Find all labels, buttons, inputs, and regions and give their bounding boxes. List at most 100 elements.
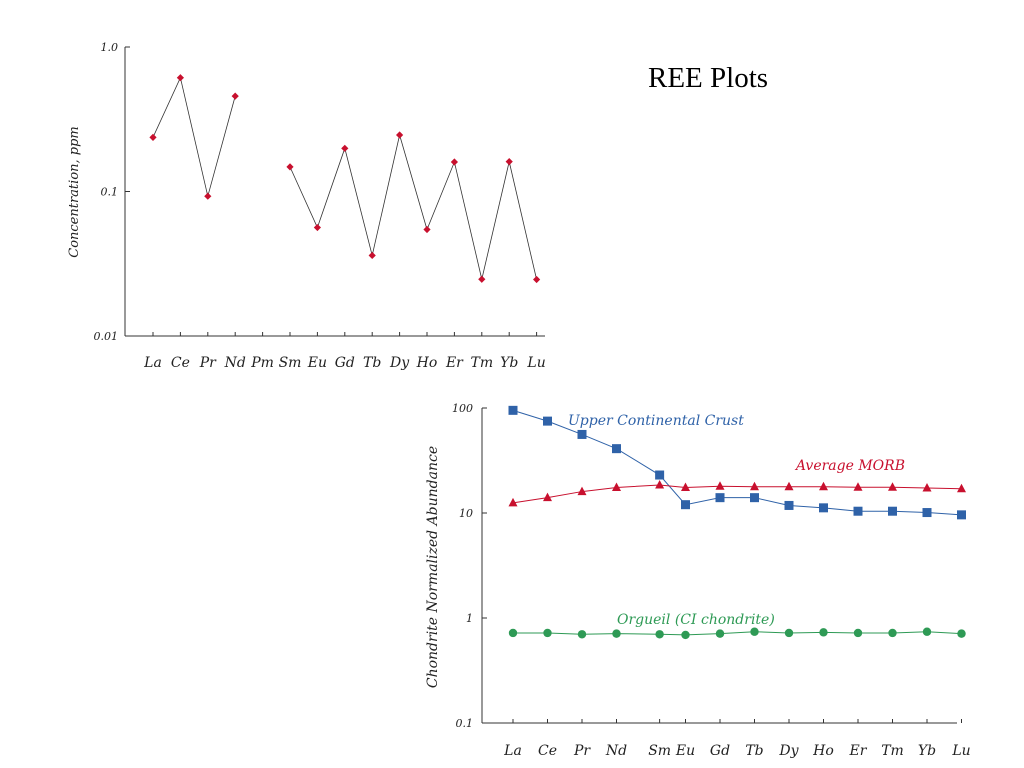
data-point-ce (176, 74, 184, 82)
x-tick-label-dy: Dy (389, 355, 410, 371)
data-point-lu (533, 275, 541, 284)
data-point-sm (286, 163, 294, 171)
data-point-upper-continental-crust-ce (543, 416, 552, 426)
x-tick-label-gd: Gd (335, 355, 355, 371)
y-axis-label: Chondrite Normalized Abundance (425, 446, 441, 688)
series-label-average-morb: Average MORB (794, 458, 905, 474)
x-tick-label-er: Er (849, 743, 868, 759)
data-point-orgueil-ci-chondrite-gd (715, 629, 725, 638)
x-tick-label-pm: Pm (250, 355, 274, 371)
data-point-orgueil-ci-chondrite-pr (577, 630, 587, 639)
data-point-average-morb-tm (888, 482, 897, 491)
data-point-orgueil-ci-chondrite-er (853, 628, 863, 638)
data-point-orgueil-ci-chondrite-nd (612, 629, 621, 638)
x-tick-label-pr: Pr (573, 743, 591, 759)
data-point-orgueil-ci-chondrite-eu (681, 630, 690, 640)
x-tick-label-eu: Eu (675, 743, 695, 759)
data-point-upper-continental-crust-tb (750, 493, 759, 503)
data-point-upper-continental-crust-nd (612, 444, 621, 454)
data-point-average-morb-yb (922, 483, 932, 492)
x-tick-label-la: La (503, 743, 522, 759)
data-point-upper-continental-crust-dy (784, 500, 794, 510)
x-tick-label-lu: Lu (526, 355, 545, 371)
x-tick-label-yb: Yb (918, 743, 936, 759)
series-line-upper-continental-crust (512, 409, 962, 516)
data-point-upper-continental-crust-ho (819, 503, 828, 513)
data-point-average-morb-sm (655, 479, 665, 489)
data-point-orgueil-ci-chondrite-tb (750, 627, 759, 636)
x-tick-label-la: La (143, 355, 162, 371)
data-point-average-morb-la (508, 497, 518, 507)
data-point-orgueil-ci-chondrite-ho (819, 628, 828, 637)
series-label-orgueil-ci-chondrite: Orgueil (CI chondrite) (617, 612, 775, 628)
x-tick-label-sm: Sm (279, 355, 302, 371)
series-line-average-morb (512, 484, 962, 504)
y-tick-label: 100 (452, 402, 473, 415)
data-point-yb (505, 158, 513, 166)
data-point-average-morb-ho (819, 481, 828, 491)
data-point-orgueil-ci-chondrite-lu (957, 629, 966, 638)
data-point-upper-continental-crust-lu (957, 510, 966, 520)
x-tick-label-yb: Yb (500, 355, 518, 371)
data-point-upper-continental-crust-la (508, 405, 518, 415)
x-tick-label-er: Er (445, 355, 464, 371)
data-point-average-morb-ce (543, 492, 552, 502)
y-tick-label: 1.0 (101, 41, 119, 54)
data-point-dy (396, 131, 404, 139)
x-tick-label-nd: Nd (224, 355, 246, 371)
data-point-average-morb-er (853, 482, 863, 491)
data-point-upper-continental-crust-pr (577, 429, 587, 439)
data-point-average-morb-tb (750, 481, 759, 491)
x-tick-label-ce: Ce (538, 743, 557, 759)
data-point-orgueil-ci-chondrite-ce (543, 628, 552, 638)
data-point-average-morb-pr (577, 486, 587, 496)
series-line-orgueil-ci-chondrite (513, 631, 962, 636)
data-point-tm (478, 275, 486, 283)
x-tick-label-tb: Tb (363, 355, 381, 371)
data-point-upper-continental-crust-tm (888, 506, 897, 516)
data-point-average-morb-gd (715, 481, 725, 490)
data-point-eu (313, 223, 321, 232)
x-tick-label-ho: Ho (812, 743, 834, 759)
x-tick-label-eu: Eu (307, 355, 327, 371)
data-point-orgueil-ci-chondrite-tm (888, 628, 897, 638)
y-tick-label: 0.01 (94, 330, 119, 343)
x-tick-label-sm: Sm (648, 743, 671, 759)
x-tick-label-dy: Dy (778, 743, 799, 759)
data-point-average-morb-dy (784, 481, 794, 491)
data-point-orgueil-ci-chondrite-dy (784, 628, 794, 638)
data-point-upper-continental-crust-sm (655, 470, 665, 480)
data-point-gd (341, 144, 349, 152)
data-point-er (450, 158, 458, 166)
series-line (152, 76, 236, 197)
data-point-upper-continental-crust-eu (681, 500, 690, 510)
y-tick-label: 10 (459, 507, 473, 520)
y-tick-label: 0.1 (101, 186, 119, 199)
x-tick-label-nd: Nd (605, 743, 627, 759)
data-point-orgueil-ci-chondrite-sm (655, 630, 664, 639)
data-point-average-morb-nd (612, 482, 621, 491)
y-axis-label: Concentration, ppm (67, 126, 82, 258)
data-point-orgueil-ci-chondrite-la (508, 628, 518, 638)
data-point-ho (423, 225, 431, 234)
data-point-upper-continental-crust-yb (922, 508, 932, 518)
x-tick-label-ho: Ho (416, 355, 438, 371)
data-point-average-morb-lu (957, 483, 966, 493)
slide-title: REE Plots (648, 62, 769, 94)
x-tick-label-pr: Pr (199, 355, 217, 371)
data-point-la (149, 133, 157, 141)
data-point-upper-continental-crust-er (853, 506, 863, 516)
data-point-nd (231, 92, 239, 100)
y-tick-label: 1 (466, 612, 473, 625)
series-label-upper-continental-crust: Upper Continental Crust (568, 413, 744, 429)
series-line (289, 133, 537, 280)
x-tick-label-tb: Tb (745, 743, 763, 759)
data-point-orgueil-ci-chondrite-yb (922, 627, 932, 636)
x-tick-label-lu: Lu (951, 743, 970, 759)
x-tick-label-ce: Ce (171, 355, 190, 371)
x-tick-label-tm: Tm (881, 743, 904, 759)
x-tick-label-tm: Tm (470, 355, 493, 371)
y-tick-label: 0.1 (456, 717, 474, 730)
